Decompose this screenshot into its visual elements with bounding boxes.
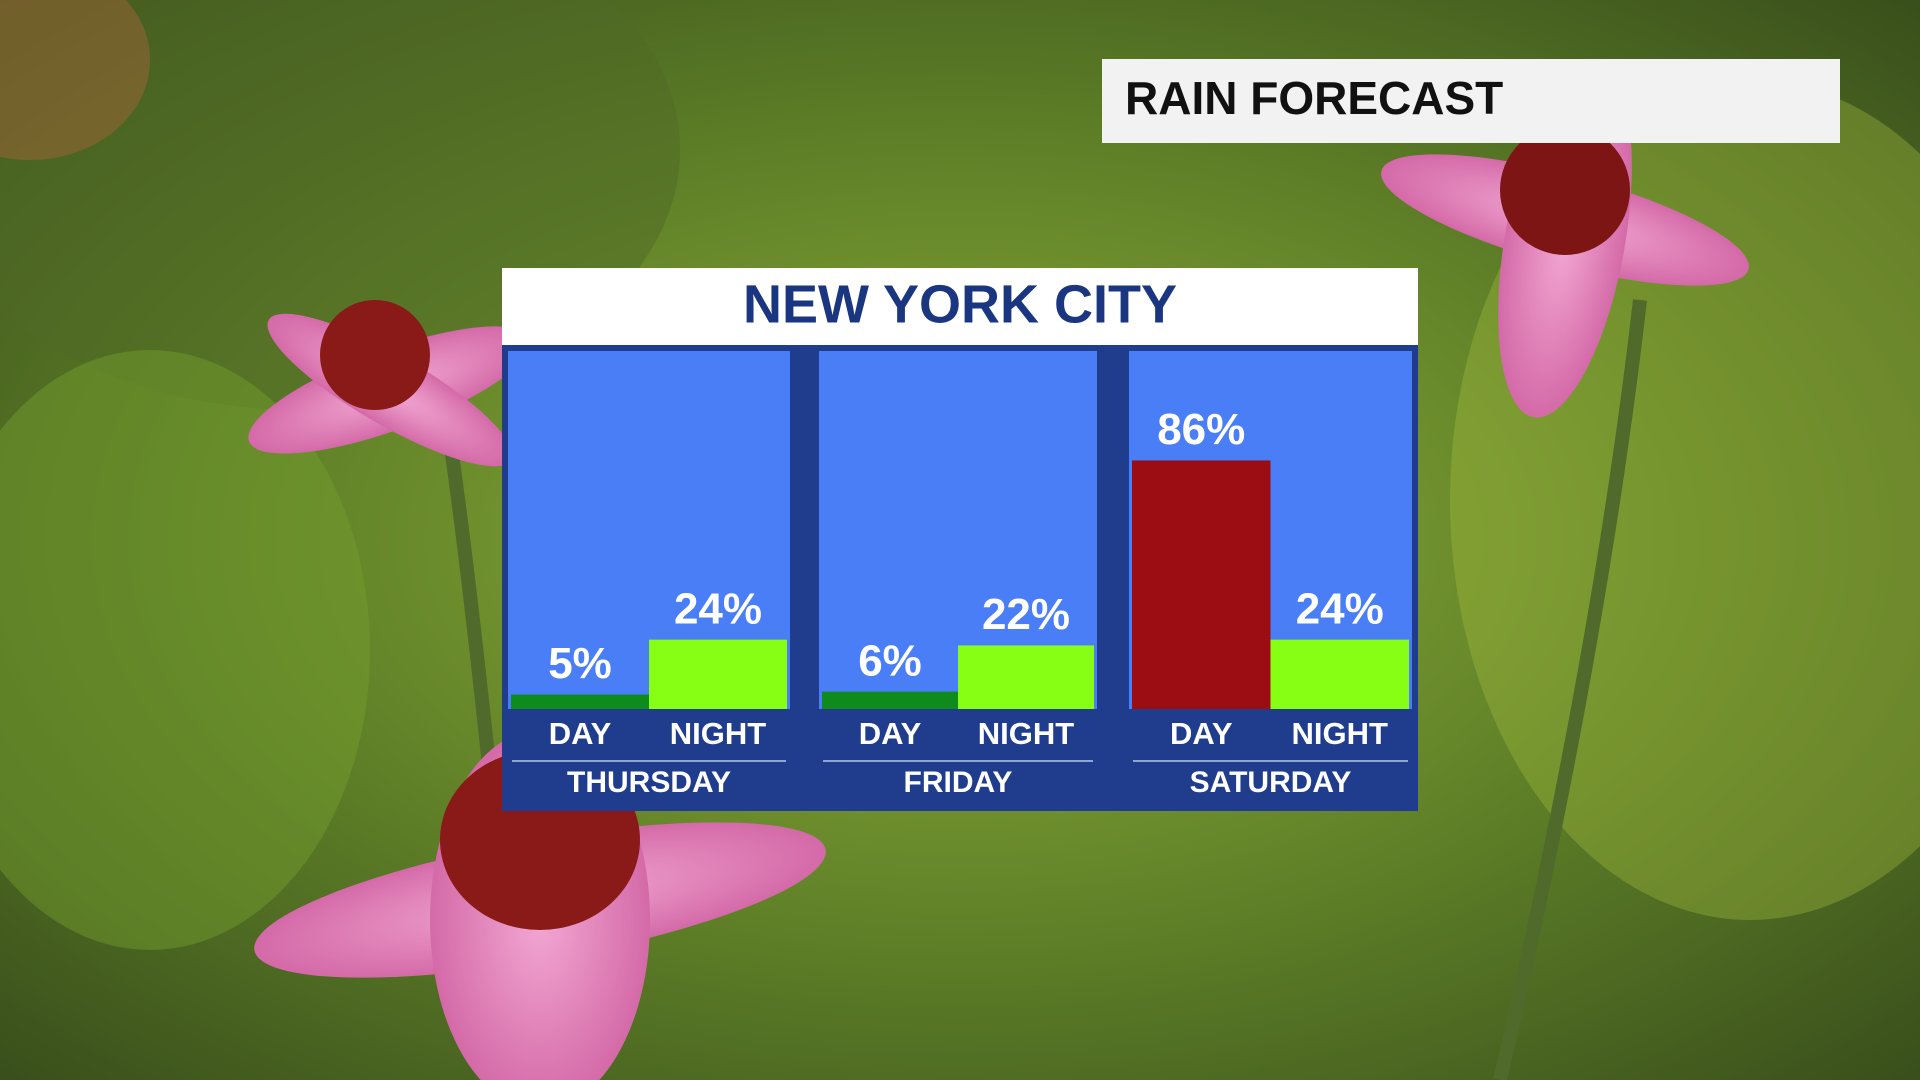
series-label: DAY [859, 716, 922, 751]
bar [822, 691, 958, 709]
background-blur [0, 0, 150, 160]
value-label: 6% [858, 636, 922, 685]
series-label: DAY [1170, 716, 1233, 751]
value-label: 86% [1157, 405, 1245, 454]
background-blur [0, 350, 370, 950]
value-label: 5% [548, 639, 612, 688]
header-title: RAIN FORECAST [1125, 72, 1503, 124]
category-label: THURSDAY [567, 766, 731, 799]
category-label: FRIDAY [904, 766, 1013, 799]
series-label: NIGHT [670, 716, 767, 751]
series-label: DAY [549, 716, 612, 751]
flower [1381, 62, 1749, 1080]
bar [649, 639, 787, 709]
series-label: NIGHT [978, 716, 1075, 751]
bar [1270, 639, 1409, 709]
series-label: NIGHT [1292, 716, 1389, 751]
title-band [502, 268, 1418, 345]
label-row [819, 711, 1097, 806]
value-label: 22% [982, 590, 1070, 639]
value-label: 24% [1296, 584, 1384, 633]
label-row [508, 711, 790, 806]
flower [248, 300, 532, 1080]
bar [511, 694, 649, 709]
value-label: 24% [674, 584, 762, 633]
label-row [1129, 711, 1412, 806]
bar [1132, 460, 1271, 709]
category-label: SATURDAY [1190, 766, 1352, 799]
chart-title: NEW YORK CITY [743, 274, 1177, 334]
header-box [1102, 59, 1840, 143]
bar [958, 645, 1094, 709]
